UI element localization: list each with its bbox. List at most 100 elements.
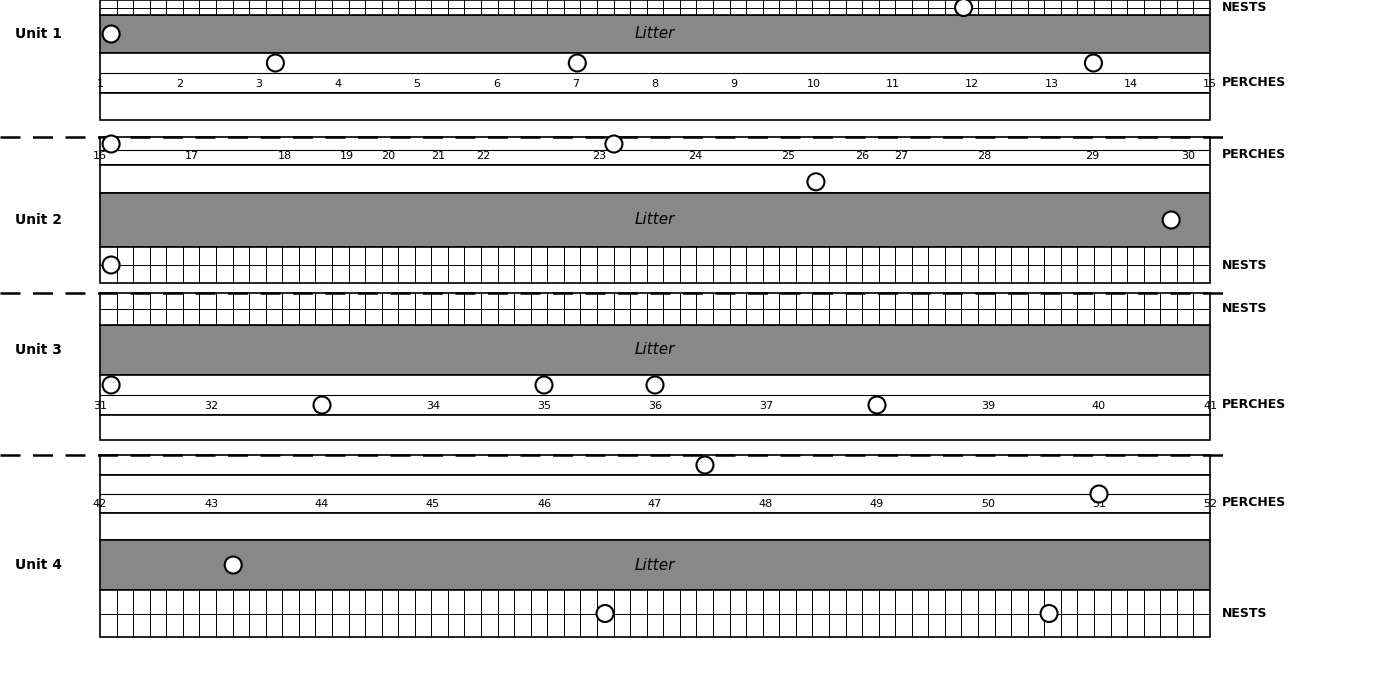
Circle shape bbox=[102, 256, 119, 273]
Text: PERCHES: PERCHES bbox=[1222, 148, 1287, 161]
Text: 10: 10 bbox=[806, 79, 820, 89]
Text: 12: 12 bbox=[965, 79, 979, 89]
Circle shape bbox=[102, 26, 119, 43]
Text: 51: 51 bbox=[1092, 499, 1106, 509]
Circle shape bbox=[596, 605, 613, 622]
Text: 25: 25 bbox=[781, 151, 795, 161]
Text: 16: 16 bbox=[92, 151, 106, 161]
Bar bbox=[99, 165, 1210, 193]
Circle shape bbox=[1085, 55, 1102, 72]
Text: PERCHES: PERCHES bbox=[1222, 398, 1287, 411]
Circle shape bbox=[102, 377, 119, 394]
Text: 1: 1 bbox=[97, 79, 104, 89]
Bar bbox=[99, 455, 1210, 475]
Bar bbox=[99, 53, 1210, 93]
Text: 13: 13 bbox=[1044, 79, 1058, 89]
Text: 23: 23 bbox=[592, 151, 606, 161]
Circle shape bbox=[535, 377, 553, 394]
Text: 27: 27 bbox=[895, 151, 909, 161]
Text: Litter: Litter bbox=[634, 26, 675, 41]
Text: 36: 36 bbox=[648, 401, 662, 411]
Text: 5: 5 bbox=[413, 79, 420, 89]
Text: 8: 8 bbox=[651, 79, 658, 89]
Bar bbox=[99, 93, 1210, 120]
Text: 22: 22 bbox=[476, 151, 490, 161]
Text: 4: 4 bbox=[335, 79, 342, 89]
Circle shape bbox=[955, 0, 972, 16]
Bar bbox=[99, 475, 1210, 513]
Circle shape bbox=[314, 396, 330, 414]
Text: 47: 47 bbox=[648, 499, 662, 509]
Text: Unit 4: Unit 4 bbox=[15, 558, 62, 572]
Text: 21: 21 bbox=[431, 151, 445, 161]
Circle shape bbox=[808, 173, 825, 190]
Text: 17: 17 bbox=[185, 151, 199, 161]
Text: 35: 35 bbox=[538, 401, 552, 411]
Circle shape bbox=[868, 396, 885, 414]
Text: 26: 26 bbox=[855, 151, 869, 161]
Text: 11: 11 bbox=[886, 79, 900, 89]
Bar bbox=[99, 325, 1210, 375]
Text: 3: 3 bbox=[255, 79, 262, 89]
Circle shape bbox=[267, 55, 284, 72]
Circle shape bbox=[568, 55, 585, 72]
Text: 33: 33 bbox=[315, 401, 329, 411]
Text: 19: 19 bbox=[339, 151, 353, 161]
Text: 28: 28 bbox=[977, 151, 991, 161]
Text: 37: 37 bbox=[759, 401, 773, 411]
Text: NESTS: NESTS bbox=[1222, 302, 1267, 315]
Text: 43: 43 bbox=[204, 499, 218, 509]
Circle shape bbox=[1040, 605, 1057, 622]
Text: 30: 30 bbox=[1180, 151, 1194, 161]
Bar bbox=[99, 137, 1210, 165]
Circle shape bbox=[1162, 211, 1180, 229]
Circle shape bbox=[1091, 485, 1107, 502]
Text: PERCHES: PERCHES bbox=[1222, 76, 1287, 89]
Text: 31: 31 bbox=[92, 401, 106, 411]
Text: Litter: Litter bbox=[634, 342, 675, 358]
Circle shape bbox=[605, 136, 623, 153]
Text: 7: 7 bbox=[573, 79, 580, 89]
Text: 29: 29 bbox=[1085, 151, 1099, 161]
Bar bbox=[99, 293, 1210, 325]
Text: 49: 49 bbox=[869, 499, 885, 509]
Text: 42: 42 bbox=[92, 499, 108, 509]
Text: 9: 9 bbox=[731, 79, 738, 89]
Text: 34: 34 bbox=[426, 401, 440, 411]
Text: 46: 46 bbox=[538, 499, 552, 509]
Text: PERCHES: PERCHES bbox=[1222, 496, 1287, 509]
Bar bbox=[99, 193, 1210, 247]
Text: 14: 14 bbox=[1124, 79, 1138, 89]
Bar bbox=[99, 513, 1210, 540]
Circle shape bbox=[696, 456, 714, 473]
Text: 50: 50 bbox=[981, 499, 995, 509]
Text: 24: 24 bbox=[687, 151, 701, 161]
Text: Unit 2: Unit 2 bbox=[15, 213, 62, 227]
Text: NESTS: NESTS bbox=[1222, 1, 1267, 14]
Text: 52: 52 bbox=[1203, 499, 1217, 509]
Text: Litter: Litter bbox=[634, 213, 675, 227]
Text: Unit 1: Unit 1 bbox=[15, 27, 62, 41]
Bar bbox=[99, 375, 1210, 415]
Text: 20: 20 bbox=[382, 151, 396, 161]
Text: 48: 48 bbox=[759, 499, 773, 509]
Text: Unit 3: Unit 3 bbox=[15, 343, 62, 357]
Text: 38: 38 bbox=[869, 401, 883, 411]
Bar bbox=[99, 590, 1210, 637]
Text: 18: 18 bbox=[279, 151, 293, 161]
Text: NESTS: NESTS bbox=[1222, 607, 1267, 620]
Text: 6: 6 bbox=[493, 79, 500, 89]
Text: 41: 41 bbox=[1203, 401, 1217, 411]
Text: 2: 2 bbox=[176, 79, 183, 89]
Circle shape bbox=[102, 136, 119, 153]
Text: 32: 32 bbox=[204, 401, 218, 411]
Text: 15: 15 bbox=[1203, 79, 1217, 89]
Text: 39: 39 bbox=[981, 401, 995, 411]
Text: 40: 40 bbox=[1092, 401, 1106, 411]
Bar bbox=[99, 540, 1210, 590]
Bar bbox=[99, 415, 1210, 440]
Bar bbox=[99, 0, 1210, 15]
Text: 44: 44 bbox=[315, 499, 329, 509]
Text: Litter: Litter bbox=[634, 558, 675, 572]
Bar bbox=[99, 15, 1210, 53]
